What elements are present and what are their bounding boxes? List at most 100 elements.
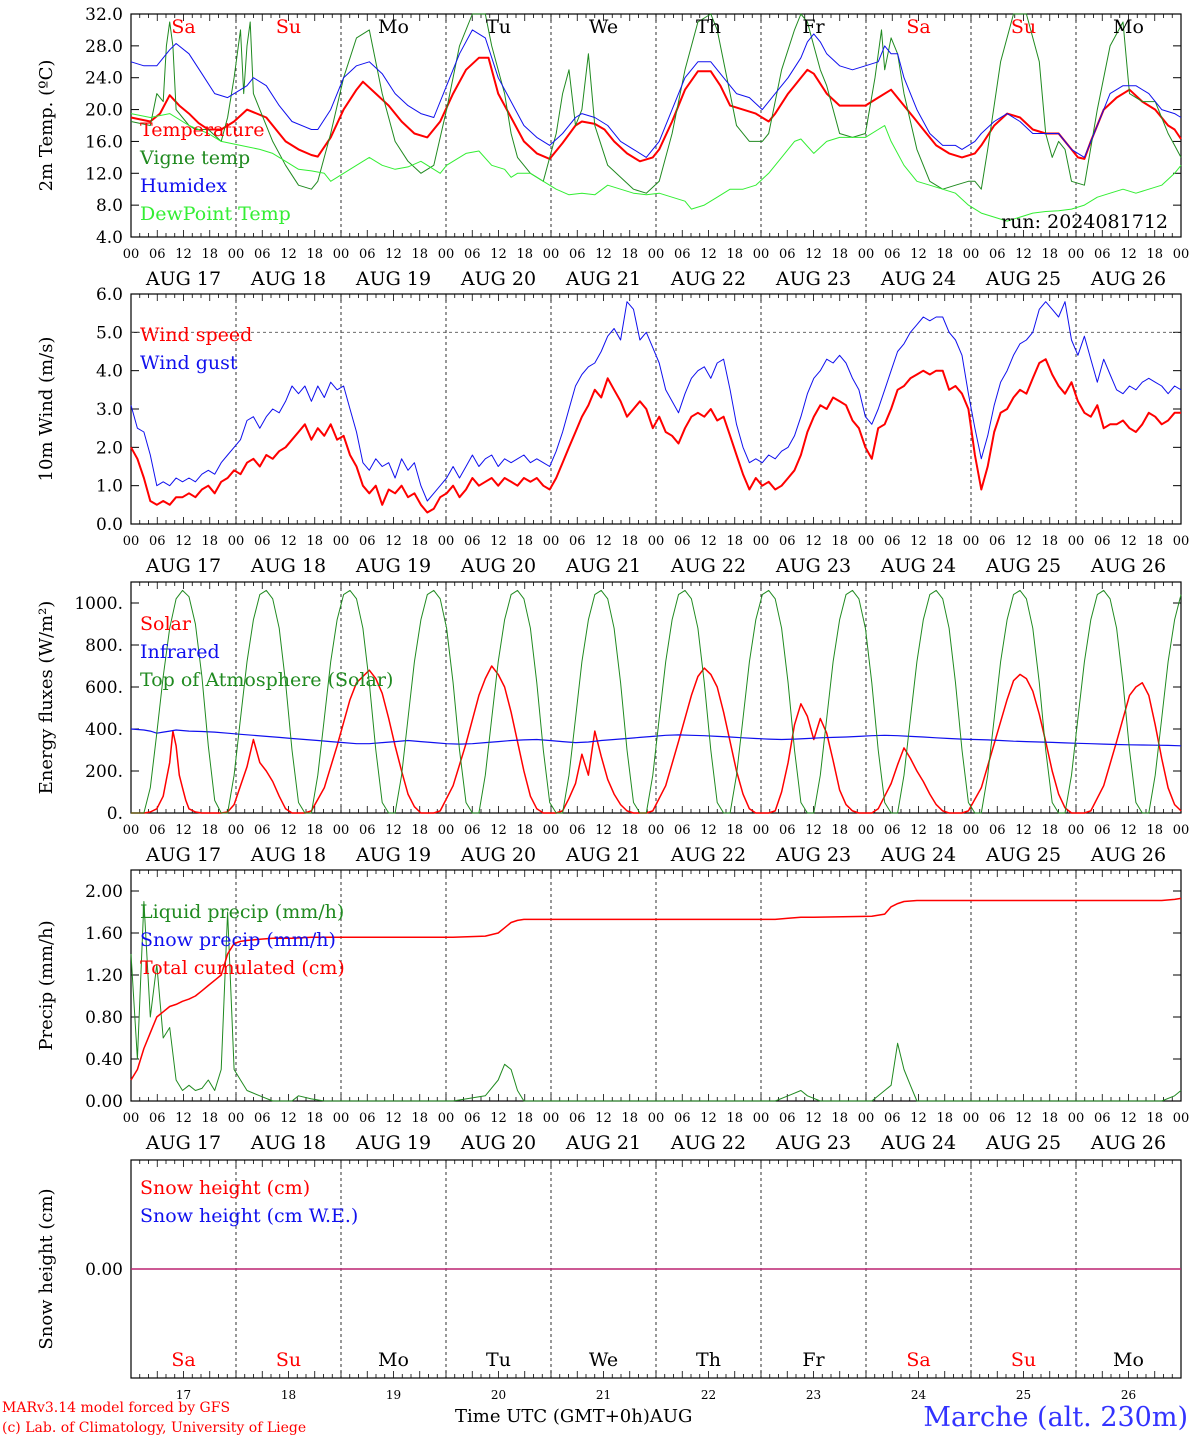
run-label: run: 2024081712 — [1001, 211, 1168, 233]
legend-entry: Snow height (cm W.E.) — [140, 1205, 358, 1227]
hour-label: 18 — [201, 823, 218, 838]
hour-label: 00 — [228, 1111, 245, 1126]
series-line — [130, 728, 1182, 747]
hour-label: 18 — [621, 534, 638, 549]
hour-label: 00 — [543, 247, 560, 262]
y-tick-label: 16.0 — [85, 132, 123, 152]
hour-label: 06 — [464, 823, 481, 838]
hour-label: 06 — [569, 534, 586, 549]
hour-label: 12 — [175, 247, 192, 262]
hour-label: 06 — [149, 247, 166, 262]
date-label: AUG 25 — [985, 1132, 1061, 1154]
hour-label: 18 — [1146, 534, 1163, 549]
hour-label: 12 — [1120, 1111, 1137, 1126]
hour-label: 18 — [306, 247, 323, 262]
hour-label: 12 — [1015, 823, 1032, 838]
legend-entry: Infrared — [140, 641, 220, 663]
hour-label: 06 — [569, 247, 586, 262]
hour-label: 06 — [254, 247, 271, 262]
hour-label: 00 — [1068, 1111, 1085, 1126]
date-label: AUG 22 — [670, 268, 746, 290]
hour-label: 12 — [280, 1111, 297, 1126]
hour-label: 00 — [858, 534, 875, 549]
hour-label: 12 — [490, 247, 507, 262]
hour-label: 18 — [411, 534, 428, 549]
hour-label: 00 — [1173, 534, 1190, 549]
hour-label: 06 — [359, 247, 376, 262]
hour-label: 06 — [674, 534, 691, 549]
hour-label: 12 — [385, 247, 402, 262]
hour-label: 12 — [805, 247, 822, 262]
series-line — [130, 29, 1182, 158]
y-tick-label: 4.0 — [96, 228, 123, 248]
hour-label: 18 — [1041, 247, 1058, 262]
series-line — [130, 13, 1182, 194]
hour-label: 00 — [543, 823, 560, 838]
hour-label: 18 — [726, 1111, 743, 1126]
hour-label: 00 — [1173, 1111, 1190, 1126]
y-tick-label: 200. — [85, 762, 123, 782]
hour-label: 00 — [123, 534, 140, 549]
hour-label: 06 — [779, 1111, 796, 1126]
date-label: AUG 24 — [880, 844, 956, 866]
hour-label: 06 — [674, 1111, 691, 1126]
day-name-label: Mo — [1113, 16, 1144, 38]
hour-label: 06 — [569, 1111, 586, 1126]
hour-label: 00 — [753, 1111, 770, 1126]
hour-label: 18 — [831, 534, 848, 549]
hour-label: 06 — [464, 1111, 481, 1126]
hour-label: 00 — [858, 247, 875, 262]
hour-label: 18 — [306, 823, 323, 838]
series-line — [131, 589, 1182, 814]
date-label: AUG 20 — [460, 555, 536, 577]
y-tick-label: 600. — [85, 678, 123, 698]
legend-entry: Total cumulated (cm) — [140, 957, 345, 979]
y-axis-label: Energy fluxes (W/m²) — [36, 601, 57, 795]
hour-label: 12 — [385, 534, 402, 549]
hour-label: 06 — [149, 823, 166, 838]
hour-label: 12 — [805, 823, 822, 838]
hour-label: 18 — [411, 823, 428, 838]
date-label: AUG 25 — [985, 555, 1061, 577]
y-tick-label: 800. — [85, 636, 123, 656]
day-number-label: 24 — [911, 1388, 927, 1402]
hour-label: 12 — [595, 247, 612, 262]
hour-label: 06 — [1094, 1111, 1111, 1126]
hour-label: 12 — [595, 534, 612, 549]
series-line — [130, 113, 1182, 222]
legend-entry: Wind gust — [140, 352, 238, 374]
hour-label: 00 — [438, 1111, 455, 1126]
model-credit: MARv3.14 model forced by GFS — [2, 1400, 231, 1416]
date-label: AUG 19 — [355, 1132, 431, 1154]
hour-label: 18 — [306, 534, 323, 549]
hour-label: 06 — [884, 534, 901, 549]
hour-label: 18 — [516, 823, 533, 838]
day-number-label: 22 — [701, 1388, 716, 1402]
day-number-label: 23 — [806, 1388, 821, 1402]
hour-label: 12 — [1120, 247, 1137, 262]
day-name-label: Fr — [802, 1349, 825, 1371]
hour-label: 00 — [438, 247, 455, 262]
hour-label: 06 — [779, 247, 796, 262]
hour-label: 12 — [700, 1111, 717, 1126]
legend-entry: Snow height (cm) — [140, 1177, 310, 1199]
day-number-label: 26 — [1121, 1388, 1136, 1402]
day-name-label: Sa — [906, 16, 930, 38]
hour-label: 06 — [884, 1111, 901, 1126]
hour-label: 06 — [674, 247, 691, 262]
hour-label: 18 — [1041, 534, 1058, 549]
hour-label: 12 — [280, 534, 297, 549]
day-name-label: Su — [276, 16, 301, 38]
hour-label: 18 — [621, 823, 638, 838]
hour-label: 12 — [595, 823, 612, 838]
hour-label: 00 — [228, 247, 245, 262]
y-tick-label: 0.00 — [85, 1092, 123, 1112]
date-label: AUG 24 — [880, 268, 956, 290]
hour-label: 18 — [726, 823, 743, 838]
legend-entry: Solar — [140, 613, 192, 635]
y-tick-label: 6.0 — [96, 285, 123, 305]
hour-label: 06 — [149, 1111, 166, 1126]
y-tick-label: 0.40 — [85, 1050, 123, 1070]
day-number-label: 21 — [596, 1388, 611, 1402]
